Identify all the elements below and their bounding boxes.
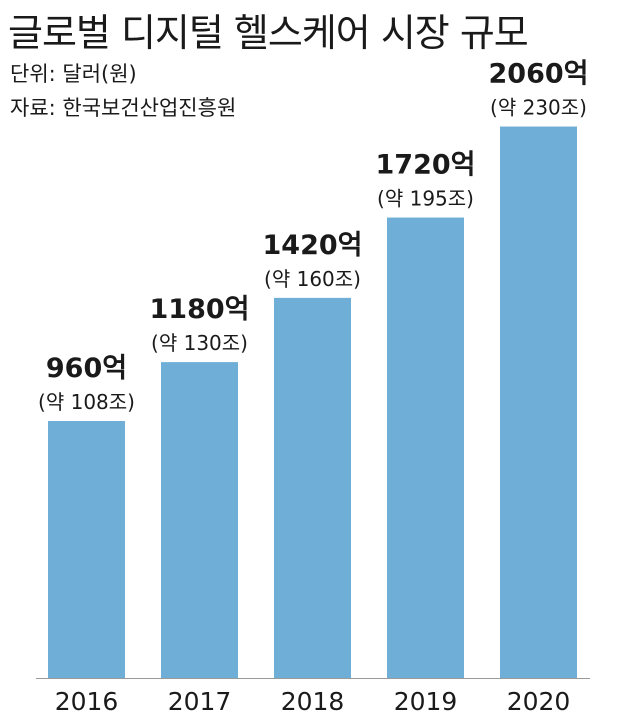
data-label: 2060억 xyxy=(489,59,589,90)
data-label: 1180억 xyxy=(150,294,250,325)
bar xyxy=(387,217,464,678)
data-sublabel: (약 108조) xyxy=(38,390,135,414)
data-sublabel: (약 195조) xyxy=(377,187,474,211)
bar xyxy=(500,126,577,678)
data-label: 1720억 xyxy=(376,150,476,181)
x-tick-label: 2017 xyxy=(168,687,232,716)
data-sublabel: (약 130조) xyxy=(151,331,248,355)
data-label: 1420억 xyxy=(263,230,363,261)
x-tick-label: 2016 xyxy=(55,687,119,716)
x-tick-label: 2019 xyxy=(394,687,458,716)
x-tick-label: 2018 xyxy=(281,687,345,716)
bar xyxy=(274,297,351,678)
data-label: 960억 xyxy=(46,353,127,384)
chart-title: 글로벌 디지털 헬스케어 시장 규모 xyxy=(8,11,529,55)
source-note: 자료: 한국보건산업진흥원 xyxy=(10,96,237,120)
unit-note: 단위: 달러(원) xyxy=(10,62,137,86)
data-sublabel: (약 230조) xyxy=(490,96,587,120)
bar xyxy=(48,421,125,678)
data-sublabel: (약 160조) xyxy=(264,267,361,291)
x-tick-label: 2020 xyxy=(507,687,571,716)
bar xyxy=(161,362,238,678)
